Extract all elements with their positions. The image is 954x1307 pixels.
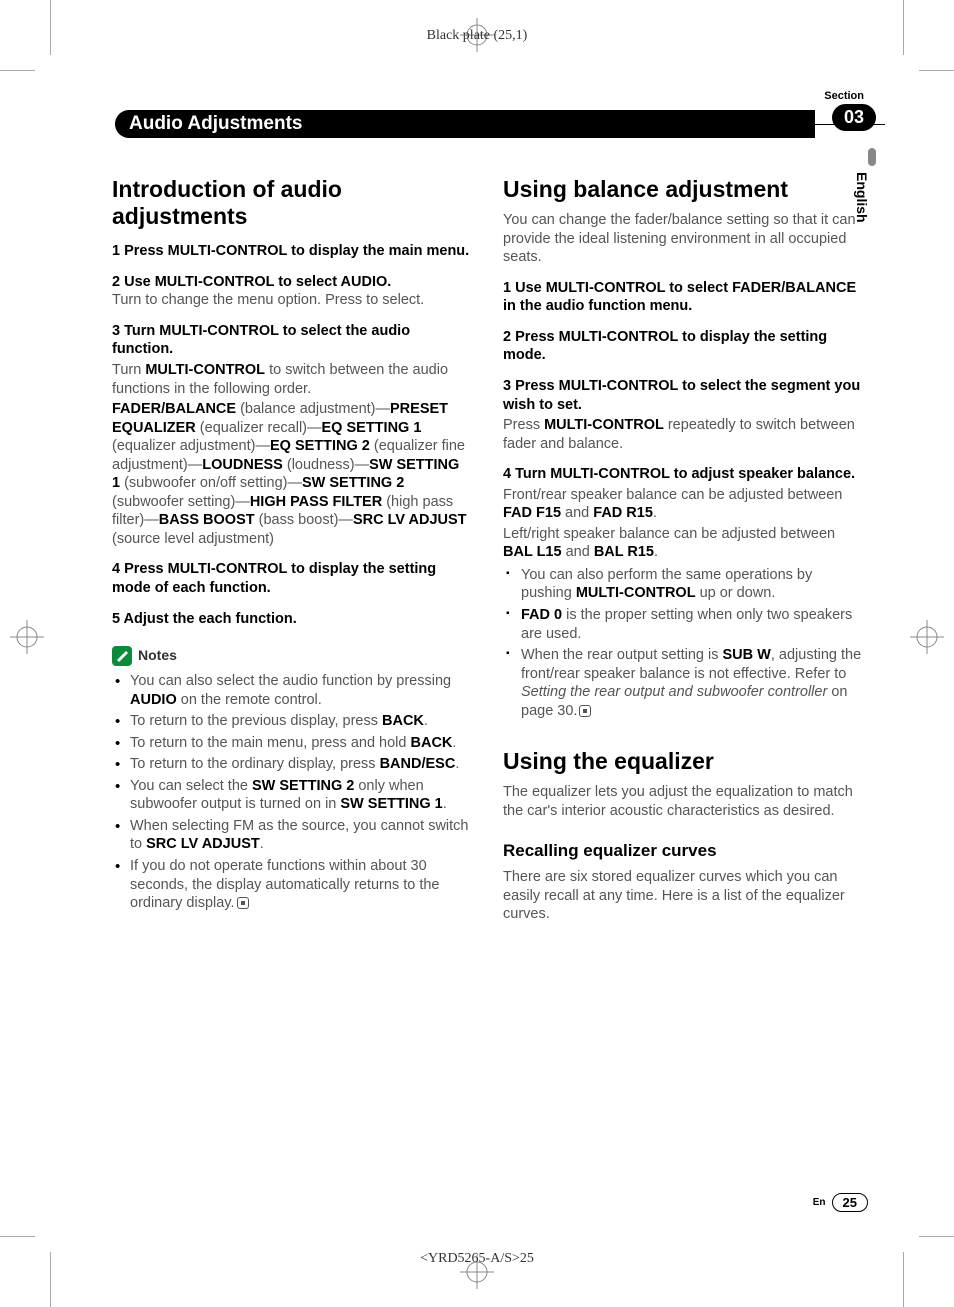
step-lead: 2 Use MULTI-CONTROL to select AUDIO. bbox=[112, 273, 471, 292]
notes-icon bbox=[112, 646, 132, 666]
plate-label: Black plate (25,1) bbox=[0, 28, 954, 44]
chain-term: SW SETTING 2 bbox=[302, 475, 404, 491]
step-body: Left/right speaker balance can be adjust… bbox=[503, 525, 862, 562]
chain-desc: (subwoofer setting)— bbox=[112, 494, 250, 510]
notes-list: You can also select the audio function b… bbox=[112, 672, 471, 913]
title-bar: Audio Adjustments bbox=[115, 110, 815, 138]
crop-mark bbox=[919, 1236, 954, 1237]
chain-term: HIGH PASS FILTER bbox=[250, 494, 382, 510]
text-bold: MULTI-CONTROL bbox=[145, 362, 265, 378]
text: and bbox=[562, 544, 594, 560]
notes-label: Notes bbox=[138, 647, 177, 665]
text: Turn bbox=[112, 362, 145, 378]
section-label: Section bbox=[824, 90, 864, 102]
footer-page: En 25 bbox=[813, 1193, 868, 1212]
balance-notes-list: You can also perform the same operations… bbox=[503, 566, 862, 720]
content-area: Introduction of audio adjustments 1 Pres… bbox=[112, 176, 862, 924]
footer-doc-id: <YRD5265-A/S>25 bbox=[0, 1251, 954, 1267]
crop-mark bbox=[0, 70, 35, 71]
crop-mark bbox=[0, 1236, 35, 1237]
step-lead: 3 Turn MULTI-CONTROL to select the audio… bbox=[112, 322, 471, 359]
chain-desc: (equalizer recall)— bbox=[196, 420, 322, 436]
chain-term: EQ SETTING 2 bbox=[270, 438, 370, 454]
footer-lang: En bbox=[813, 1197, 826, 1208]
function-chain: FADER/BALANCE (balance adjustment)—PRESE… bbox=[112, 400, 471, 548]
text: Left/right speaker balance can be adjust… bbox=[503, 526, 835, 542]
step-body: Turn to change the menu option. Press to… bbox=[112, 291, 471, 310]
end-mark-icon bbox=[237, 897, 249, 909]
text: Front/rear speaker balance can be adjust… bbox=[503, 487, 842, 503]
step-lead: 1 Press MULTI-CONTROL to display the mai… bbox=[112, 242, 471, 261]
chain-desc: (bass boost)— bbox=[255, 512, 353, 528]
chain-term: EQ SETTING 1 bbox=[322, 420, 422, 436]
step-lead: 2 Press MULTI-CONTROL to display the set… bbox=[503, 328, 862, 365]
section-number-badge: 03 bbox=[832, 104, 876, 131]
step-lead: 5 Adjust the each function. bbox=[112, 610, 471, 629]
text-bold: FAD F15 bbox=[503, 505, 561, 521]
intro-text: The equalizer lets you adjust the equali… bbox=[503, 783, 862, 820]
chain-term: LOUDNESS bbox=[202, 457, 283, 473]
registration-mark-icon bbox=[10, 620, 44, 654]
text-bold: MULTI-CONTROL bbox=[544, 417, 664, 433]
intro-text: You can change the fader/balance setting… bbox=[503, 211, 862, 267]
body-text: There are six stored equalizer curves wh… bbox=[503, 868, 862, 924]
text: Press bbox=[503, 417, 544, 433]
language-tab-bar bbox=[868, 148, 876, 166]
end-mark-icon bbox=[579, 705, 591, 717]
crop-mark bbox=[919, 70, 954, 71]
step-body: Turn MULTI-CONTROL to switch between the… bbox=[112, 361, 471, 398]
chain-desc: (subwoofer on/off setting)— bbox=[120, 475, 302, 491]
list-item: When the rear output setting is SUB W, a… bbox=[503, 646, 862, 720]
text-bold: BAL L15 bbox=[503, 544, 562, 560]
text: . bbox=[653, 505, 657, 521]
notes-header: Notes bbox=[112, 646, 471, 666]
page-title: Audio Adjustments bbox=[115, 110, 815, 138]
registration-mark-icon bbox=[910, 620, 944, 654]
step-lead: 4 Turn MULTI-CONTROL to adjust speaker b… bbox=[503, 465, 862, 484]
left-column: Introduction of audio adjustments 1 Pres… bbox=[112, 176, 471, 924]
list-item: You can select the SW SETTING 2 only whe… bbox=[112, 777, 471, 814]
list-item: FAD 0 is the proper setting when only tw… bbox=[503, 606, 862, 643]
step-body: Press MULTI-CONTROL repeatedly to switch… bbox=[503, 416, 862, 453]
heading-balance: Using balance adjustment bbox=[503, 176, 862, 203]
heading-intro: Introduction of audio adjustments bbox=[112, 176, 471, 230]
chain-desc: (balance adjustment)— bbox=[236, 401, 390, 417]
step-lead: 3 Press MULTI-CONTROL to select the segm… bbox=[503, 377, 862, 414]
subheading-recalling: Recalling equalizer curves bbox=[503, 840, 862, 862]
heading-equalizer: Using the equalizer bbox=[503, 748, 862, 775]
list-item: You can also perform the same operations… bbox=[503, 566, 862, 603]
chain-desc: (source level adjustment) bbox=[112, 531, 274, 547]
list-item: To return to the previous display, press… bbox=[112, 712, 471, 731]
step-body: Front/rear speaker balance can be adjust… bbox=[503, 486, 862, 523]
footer-page-number: 25 bbox=[832, 1193, 868, 1212]
text-bold: BAL R15 bbox=[594, 544, 654, 560]
chain-term: FADER/BALANCE bbox=[112, 401, 236, 417]
right-column: Using balance adjustment You can change … bbox=[503, 176, 862, 924]
step-lead: 1 Use MULTI-CONTROL to select FADER/BALA… bbox=[503, 279, 862, 316]
chain-desc: (loudness)— bbox=[283, 457, 369, 473]
list-item: If you do not operate functions within a… bbox=[112, 857, 471, 913]
list-item: To return to the main menu, press and ho… bbox=[112, 734, 471, 753]
chain-term: BASS BOOST bbox=[159, 512, 255, 528]
step-lead: 4 Press MULTI-CONTROL to display the set… bbox=[112, 560, 471, 597]
list-item: When selecting FM as the source, you can… bbox=[112, 817, 471, 854]
chain-term: SRC LV ADJUST bbox=[353, 512, 467, 528]
list-item: To return to the ordinary display, press… bbox=[112, 755, 471, 774]
text: . bbox=[654, 544, 658, 560]
text: and bbox=[561, 505, 593, 521]
page: Black plate (25,1) Section 03 Audio Adju… bbox=[0, 0, 954, 1307]
text-bold: FAD R15 bbox=[593, 505, 653, 521]
chain-desc: (equalizer adjustment)— bbox=[112, 438, 270, 454]
list-item: You can also select the audio function b… bbox=[112, 672, 471, 709]
